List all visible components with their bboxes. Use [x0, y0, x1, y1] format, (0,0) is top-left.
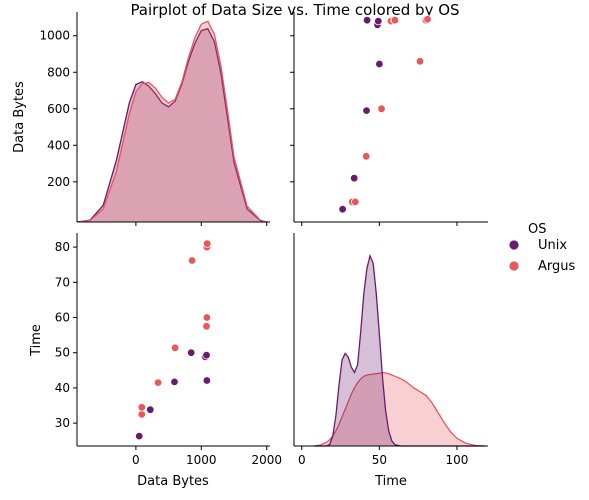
kde-fill-argus	[77, 21, 267, 222]
kde-area-data-bytes	[76, 20, 267, 223]
y-tick-label: 60	[55, 310, 70, 324]
point-unix	[134, 431, 144, 441]
legend: OS Unix Argus	[508, 222, 576, 274]
x-ticks-time: 0 50 100	[298, 446, 468, 467]
point-unix	[186, 348, 196, 357]
point-argus	[377, 104, 386, 113]
point-unix	[170, 377, 179, 387]
point-argus	[362, 152, 371, 161]
point-argus	[137, 410, 146, 419]
point-argus	[415, 57, 425, 66]
kde-fill-argus	[314, 372, 485, 446]
point-argus	[390, 16, 400, 25]
y-axis-label-data-bytes: Data Bytes	[12, 81, 27, 153]
x-tick-label: 100	[446, 453, 469, 467]
x-tick-label: 0	[132, 453, 140, 467]
point-unix	[362, 106, 371, 115]
point-unix	[202, 351, 211, 360]
y-tick-label: 50	[55, 346, 70, 360]
kde-line-argus	[314, 371, 485, 447]
y-tick-label: 1000	[39, 29, 70, 43]
y-ticks-data-bytes: 200 400 600 800 1000	[39, 29, 77, 189]
panel-kde-data-bytes: 200 400 600 800 1000 Data Bytes	[12, 12, 270, 226]
point-argus	[202, 313, 212, 322]
legend-title: OS	[528, 222, 546, 237]
kde-line-unix	[76, 27, 267, 223]
kde-fill-unix	[314, 255, 485, 446]
y-tick-label: 30	[55, 416, 70, 430]
point-argus	[187, 256, 197, 265]
x-ticks-data-bytes-top	[135, 222, 268, 226]
points-data-bytes-vs-time	[134, 239, 212, 441]
point-argus	[423, 15, 432, 24]
x-axis-label-time: Time	[374, 474, 407, 489]
point-unix	[350, 173, 359, 183]
panel-kde-time: 0 50 100 Time	[293, 233, 488, 489]
point-unix	[374, 16, 383, 26]
chart-title: Pairplot of Data Size vs. Time colored b…	[130, 1, 459, 19]
point-argus	[351, 197, 360, 207]
x-axis-label-data-bytes: Data Bytes	[137, 474, 209, 489]
y-tick-label: 80	[55, 240, 70, 254]
legend-entries: Unix Argus	[508, 238, 576, 274]
point-argus	[170, 343, 180, 352]
point-unix	[146, 405, 155, 414]
point-unix	[338, 204, 347, 214]
kde-area-time	[314, 253, 485, 447]
point-argus	[202, 322, 211, 331]
points-time-vs-data-bytes	[338, 15, 432, 214]
panel-scatter-time-vs-data-bytes	[290, 12, 488, 226]
y-tick-label: 200	[47, 175, 70, 189]
y-tick-label: 800	[47, 65, 70, 79]
panel-scatter-data-bytes-vs-time: 30 40 50 60 70 80 0 1000 2000 Time Data Bytes	[29, 233, 282, 489]
y-tick-label: 70	[55, 275, 70, 289]
legend-marker-argus	[508, 260, 520, 272]
x-tick-label: 2000	[251, 453, 282, 467]
kde-fill-unix	[77, 28, 267, 223]
point-unix	[362, 16, 372, 25]
x-tick-label: 50	[372, 453, 387, 467]
x-tick-label: 0	[298, 453, 306, 467]
x-ticks-data-bytes: 0 1000 2000	[132, 446, 282, 467]
x-tick-label: 1000	[186, 453, 217, 467]
y-tick-label: 40	[55, 381, 70, 395]
point-argus	[153, 378, 163, 387]
legend-marker-unix	[508, 239, 520, 251]
point-argus	[202, 239, 212, 248]
point-argus	[137, 403, 146, 412]
y-axis-label-time: Time	[29, 324, 44, 357]
y-ticks-right-top	[290, 35, 294, 183]
point-unix	[375, 59, 384, 69]
kde-line-argus	[76, 20, 267, 223]
legend-label-argus: Argus	[538, 259, 576, 274]
point-unix	[202, 376, 212, 385]
legend-label-unix: Unix	[538, 238, 567, 253]
y-tick-label: 600	[47, 102, 70, 116]
y-tick-label: 400	[47, 138, 70, 152]
x-ticks-time-top	[301, 222, 458, 226]
y-ticks-time: 30 40 50 60 70 80	[55, 240, 77, 430]
